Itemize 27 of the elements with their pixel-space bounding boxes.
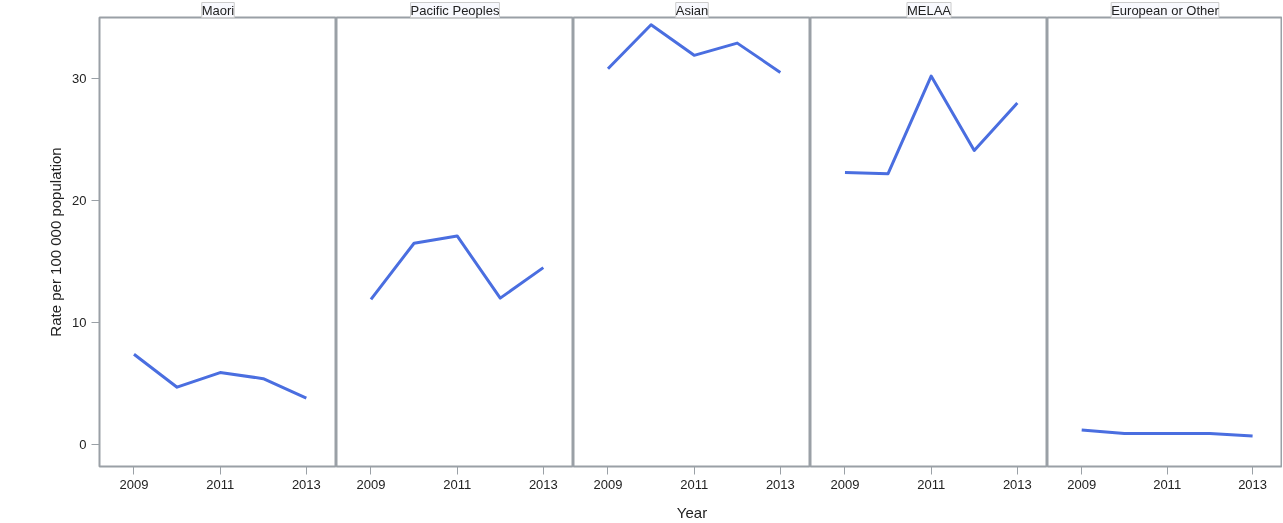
x-tick-label: 2011: [443, 476, 472, 492]
line-series: [132, 352, 308, 400]
x-tick-label: 2013: [291, 476, 321, 492]
y-axis-title: Rate per 100 000 population: [47, 147, 65, 337]
x-tick-label: 2009: [119, 476, 149, 492]
chart-title: Pacific Peoples: [410, 2, 500, 18]
x-tick-label: 2013: [1002, 476, 1032, 492]
x-tick-label: 2013: [528, 476, 558, 492]
x-tick-label: 2013: [765, 476, 795, 492]
y-tick-label: 20: [72, 193, 87, 209]
x-tick-label: 2009: [830, 476, 860, 492]
chart-title: Asian: [675, 2, 709, 18]
x-tick-label: 2011: [206, 476, 235, 492]
chart-title: European or Other: [1111, 2, 1220, 18]
chart-title: MELAA: [906, 2, 952, 18]
chart-title: Maori: [201, 2, 235, 18]
x-tick-label: 2009: [1067, 476, 1097, 492]
y-tick-label: 30: [72, 71, 87, 87]
x-tick-label: 2011: [1153, 476, 1182, 492]
x-tick-label: 2013: [1238, 476, 1268, 492]
y-tick-label: 10: [72, 315, 87, 331]
x-tick-label: 2009: [593, 476, 623, 492]
x-tick-label: 2009: [356, 476, 386, 492]
x-tick-label: 2011: [917, 476, 946, 492]
x-axis-title: Year: [676, 503, 708, 521]
y-tick-label: 0: [79, 437, 87, 453]
x-tick-label: 2011: [680, 476, 709, 492]
